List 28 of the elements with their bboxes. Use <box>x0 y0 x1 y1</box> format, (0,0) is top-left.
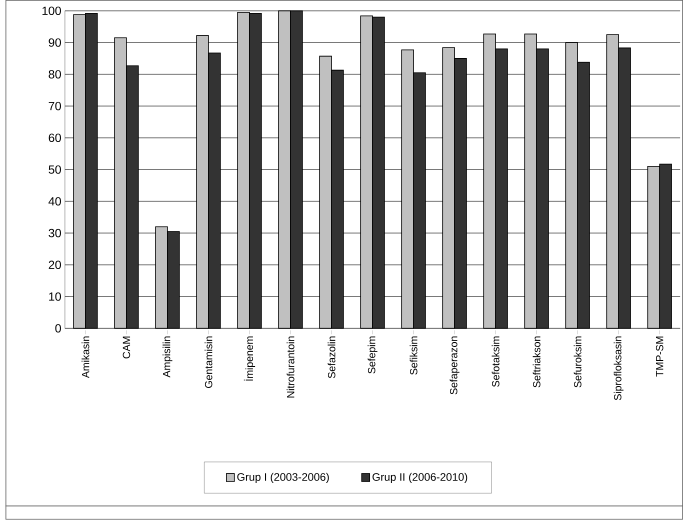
y-tick-label: 50 <box>48 165 61 174</box>
y-tick-label: 80 <box>48 70 61 79</box>
y-tick-label: 90 <box>48 38 61 47</box>
x-tick-label: Sefepim <box>368 336 378 374</box>
x-tick-label: Sefiksim <box>410 336 418 375</box>
x-tick-label: Sefazolin <box>328 336 336 378</box>
x-tick-label: Sefaperazon <box>450 336 460 395</box>
x-tick-label: İmipenem <box>244 336 256 381</box>
x-tick-label: Seftriakson <box>532 336 540 388</box>
x-tick-label: TMP-SM <box>656 336 664 377</box>
x-tick-label: Gentamisin <box>204 336 212 388</box>
x-tick-label: Sefotaksim <box>492 336 500 387</box>
x-tick-label: Ampisilin <box>162 336 172 378</box>
legend-label: Grup I (2003-2006) <box>237 473 329 484</box>
x-tick-label: CAM <box>122 336 130 359</box>
y-tick-label: 100 <box>42 6 61 16</box>
legend-label: Grup II (2006-2010) <box>372 473 468 484</box>
y-tick-label: 0 <box>55 324 61 333</box>
x-tick-label: Nitrofurantoin <box>286 336 294 398</box>
y-tick-label: 60 <box>48 134 61 142</box>
x-tick-label: Sefuroksim <box>574 336 582 388</box>
y-tick-label: 20 <box>48 260 61 270</box>
y-tick-label: 30 <box>48 228 61 238</box>
x-tick-label: Amikasin <box>82 336 90 378</box>
y-tick-label: 10 <box>49 292 61 301</box>
y-tick-label: 40 <box>48 197 61 206</box>
y-tick-label: 70 <box>48 102 61 110</box>
x-tick-label: Siprofloksasin <box>614 336 624 400</box>
